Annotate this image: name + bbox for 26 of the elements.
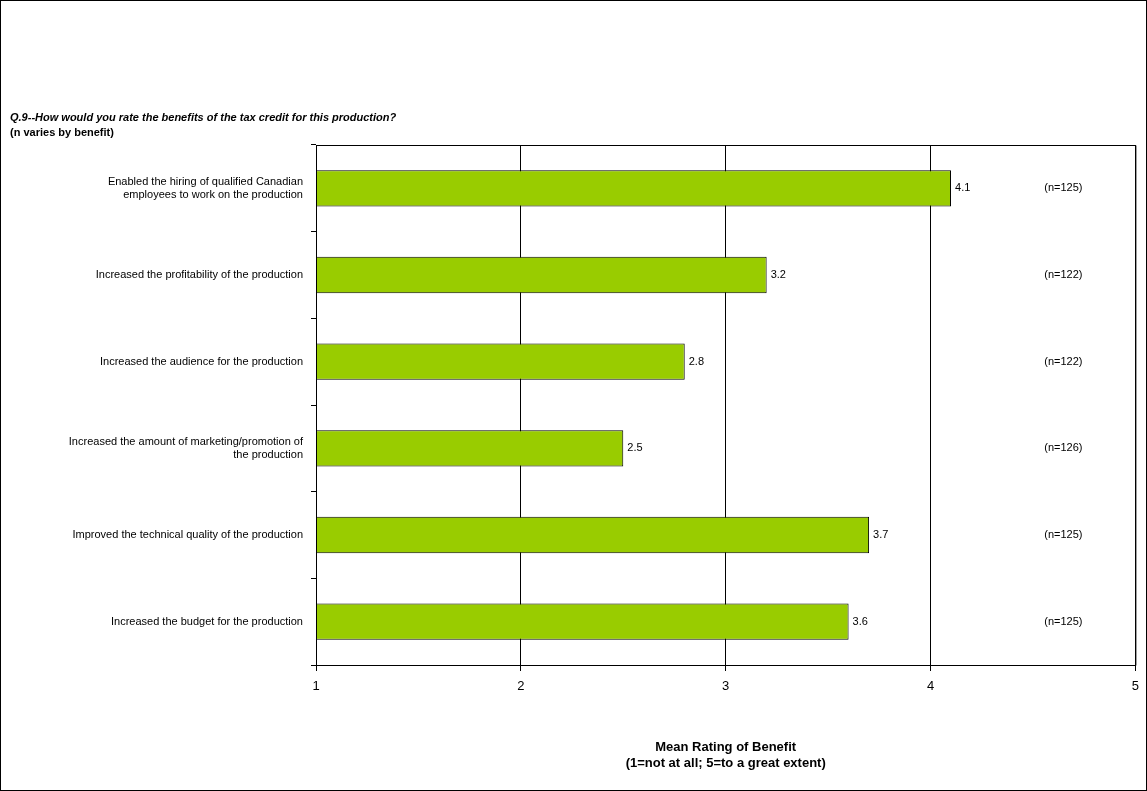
x-axis-title: Mean Rating of Benefit (1=not at all; 5=to a great extent) bbox=[625, 739, 826, 770]
x-tick-label: 2 bbox=[517, 678, 525, 694]
y-tick-label: Enabled the hiring of qualified Canadian employees to work on the production bbox=[107, 174, 303, 200]
text: (n varies by benefit) bbox=[10, 126, 114, 138]
data-label: 4.1 bbox=[955, 181, 971, 194]
annotation: (n=125) bbox=[1044, 528, 1083, 541]
y-tick-label: Increased the audience for the production bbox=[99, 354, 303, 367]
x-tick-label: 1 bbox=[312, 678, 320, 694]
annotation: (n=126) bbox=[1044, 441, 1083, 454]
x-tick-label: 3 bbox=[722, 678, 730, 694]
y-tick-label: Increased the amount of marketing/promotion of the production bbox=[68, 434, 304, 460]
annotation: (n=125) bbox=[1044, 614, 1083, 627]
data-label: 3.7 bbox=[873, 528, 889, 541]
x-tick-label: 4 bbox=[926, 678, 935, 694]
data-label: 3.6 bbox=[852, 614, 868, 627]
x-tick-label: 5 bbox=[1131, 678, 1139, 694]
y-tick-label: Increased the profitability of the production bbox=[95, 268, 303, 281]
y-tick-label: Increased the budget for the production bbox=[110, 614, 303, 627]
text: Q.9--How would you rate the benefits of the tax credit for this production? bbox=[10, 111, 397, 123]
data-label: 2.5 bbox=[627, 441, 643, 454]
y-tick-label: Improved the technical quality of the production bbox=[72, 528, 303, 541]
annotation: (n=122) bbox=[1044, 268, 1083, 281]
data-label: 3.2 bbox=[770, 268, 786, 281]
annotation: (n=125) bbox=[1044, 181, 1083, 194]
annotation: (n=122) bbox=[1044, 354, 1083, 367]
data-label: 2.8 bbox=[688, 354, 705, 367]
